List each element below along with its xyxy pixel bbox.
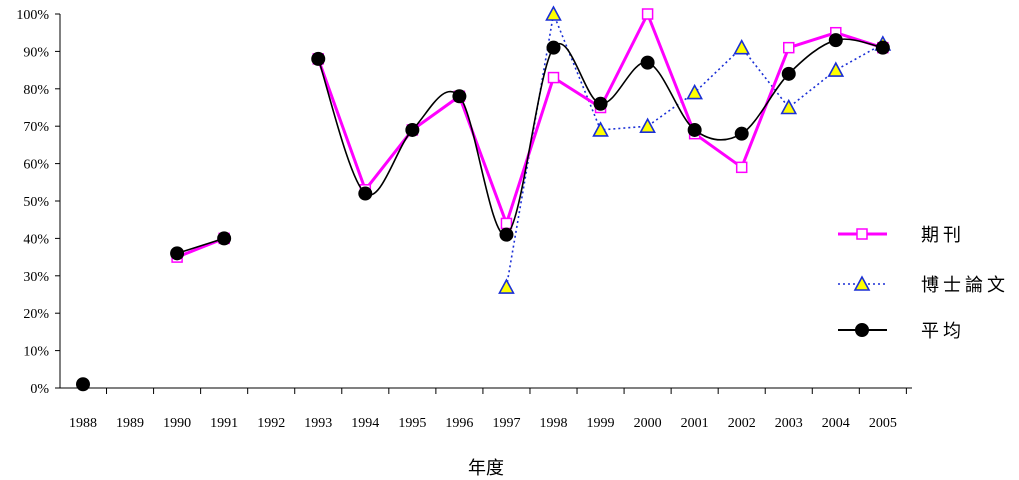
y-tick-label: 80% <box>23 83 49 98</box>
data-point <box>499 227 514 242</box>
x-tick-label: 1996 <box>445 416 473 431</box>
data-point <box>827 61 845 77</box>
y-tick-label: 10% <box>23 345 49 360</box>
legend-label: 期刊 <box>921 225 965 246</box>
data-point <box>828 33 843 48</box>
data-point <box>546 40 561 55</box>
x-tick-label: 1993 <box>304 416 332 431</box>
data-point <box>641 8 654 20</box>
x-tick-label: 1995 <box>398 416 426 431</box>
data-point <box>735 161 748 174</box>
x-tick-label: 1998 <box>540 416 568 431</box>
x-tick-label: 2003 <box>775 416 803 431</box>
y-tick-label: 20% <box>23 307 49 322</box>
y-tick-labels: 0% 10% 20% 30% 40% 50% 60% 70% 80% 90% 100% <box>16 8 60 397</box>
x-tick-label: 2001 <box>681 416 709 431</box>
series-line <box>505 11 884 288</box>
y-tick-label: 50% <box>23 195 49 210</box>
data-point <box>593 96 608 111</box>
data-point <box>311 51 326 66</box>
data-point <box>500 217 513 230</box>
x-tick-label: 1999 <box>587 416 615 431</box>
x-tick-label: 1988 <box>69 416 97 431</box>
x-tick-label: 2000 <box>634 416 662 431</box>
y-tick-label: 100% <box>16 8 49 23</box>
y-tick-label: 0% <box>30 382 49 397</box>
data-point <box>76 377 90 392</box>
data-point <box>498 278 515 294</box>
data-point <box>687 122 702 137</box>
data-point <box>592 121 609 137</box>
data-point <box>170 246 185 261</box>
x-tick-label: 1989 <box>116 416 144 431</box>
x-tick-label: 1992 <box>257 416 285 431</box>
y-tick-label: 90% <box>23 45 49 60</box>
x-tick-label: 2004 <box>822 416 850 431</box>
series-0 <box>171 8 889 263</box>
data-point <box>734 126 749 141</box>
data-point <box>358 186 373 201</box>
y-tick-label: 60% <box>23 158 49 173</box>
y-tick-label: 30% <box>23 270 49 285</box>
legend-label: 平均 <box>921 321 965 342</box>
x-axis-title: 年度 <box>468 458 504 479</box>
data-point <box>639 117 656 133</box>
data-point <box>217 231 232 246</box>
x-tick-label: 2005 <box>869 416 897 431</box>
y-tick-label: 40% <box>23 232 49 247</box>
y-tick-label: 70% <box>23 120 49 135</box>
data-point <box>547 71 560 84</box>
series-line <box>317 38 884 236</box>
x-tick-label: 1994 <box>351 416 379 431</box>
data-point <box>875 40 890 55</box>
x-tick-label: 1990 <box>163 416 191 431</box>
x-tick-label: 2002 <box>728 416 756 431</box>
legend-marker <box>855 323 869 337</box>
series-2 <box>76 33 890 392</box>
x-tick-label: 1997 <box>492 416 520 431</box>
series-line <box>316 12 884 225</box>
data-point <box>780 98 798 115</box>
data-point <box>405 122 420 137</box>
legend-marker <box>856 228 868 240</box>
data-point <box>781 66 796 81</box>
series-line <box>176 237 225 255</box>
series-layer <box>76 5 892 392</box>
legend-marker <box>853 275 871 291</box>
data-point <box>640 55 655 70</box>
data-point <box>783 41 795 54</box>
x-tick-label: 1991 <box>210 416 238 431</box>
legend-label: 博士論文 <box>921 275 1009 296</box>
data-point <box>545 5 562 21</box>
data-point <box>452 89 467 104</box>
x-tick-labels: 1988 1989 1990 1991 1992 1993 1994 1995 1996 1997… <box>69 388 907 431</box>
data-point <box>686 83 703 100</box>
data-point <box>733 38 751 55</box>
